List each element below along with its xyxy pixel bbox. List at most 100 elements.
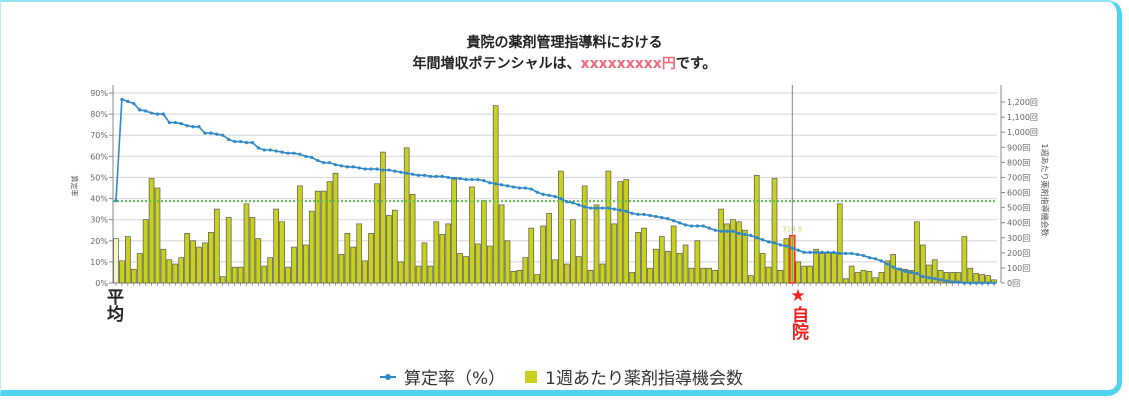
left-tick-label: 60% xyxy=(90,152,108,161)
rate-point xyxy=(933,277,937,281)
bar xyxy=(332,172,339,284)
bar xyxy=(391,209,398,284)
left-tick-label: 10% xyxy=(90,258,108,267)
title-prefix: 年間増収ポテンシャルは、 xyxy=(412,56,581,72)
right-tick-label: 100回 xyxy=(1007,264,1030,273)
legend-line-icon xyxy=(380,373,396,380)
bar xyxy=(860,269,867,284)
bar xyxy=(528,227,535,284)
title-line-1: 貴院の薬剤管理指導料における xyxy=(466,35,663,51)
bar xyxy=(356,223,363,284)
left-tick-label: 40% xyxy=(90,195,108,204)
rate-point xyxy=(197,125,201,129)
rate-point xyxy=(992,281,996,285)
bar xyxy=(575,256,582,284)
rate-point xyxy=(215,132,219,136)
left-tick-label: 50% xyxy=(90,173,108,182)
right-tick-label: 200回 xyxy=(1007,249,1030,258)
rate-point xyxy=(844,251,848,256)
rate-point xyxy=(476,177,480,182)
rate-point xyxy=(612,207,616,211)
bar xyxy=(771,178,778,284)
rate-point xyxy=(173,120,177,125)
rate-point xyxy=(820,250,824,254)
bar xyxy=(564,263,570,284)
bar xyxy=(362,260,368,284)
rate-point xyxy=(766,240,771,244)
bar xyxy=(925,264,932,284)
rate-point xyxy=(778,243,783,247)
rate-point xyxy=(440,174,444,178)
bar xyxy=(569,219,576,284)
rate-point xyxy=(464,177,468,182)
rate-point xyxy=(529,187,533,191)
bar xyxy=(587,269,594,284)
rate-point xyxy=(221,133,225,137)
bar xyxy=(130,268,137,284)
rate-point xyxy=(755,236,759,240)
average-marker: 平均 xyxy=(103,288,123,322)
rate-point xyxy=(701,224,705,228)
rate-point xyxy=(452,176,456,181)
rate-point xyxy=(873,257,877,261)
rate-point xyxy=(256,146,260,150)
bar xyxy=(742,229,748,284)
bar xyxy=(433,221,440,284)
rate-point xyxy=(962,281,966,285)
rate-point xyxy=(897,267,901,271)
rate-point xyxy=(238,139,243,144)
bar xyxy=(397,261,404,284)
rate-point xyxy=(814,250,818,254)
bar xyxy=(961,236,968,284)
bar xyxy=(457,253,463,284)
bar xyxy=(795,261,802,284)
rate-point xyxy=(867,256,872,260)
rate-point xyxy=(832,250,836,254)
bar xyxy=(261,265,268,284)
bar xyxy=(409,193,416,284)
rate-point xyxy=(304,154,308,158)
bar xyxy=(214,208,220,284)
bar xyxy=(825,252,831,284)
bar xyxy=(486,245,493,284)
rate-point xyxy=(737,231,741,235)
bar xyxy=(605,170,612,284)
rate-point xyxy=(387,168,391,172)
bar xyxy=(801,265,807,284)
bar xyxy=(368,233,374,284)
bar xyxy=(747,275,754,284)
bar xyxy=(831,252,837,284)
rate-point xyxy=(861,253,866,258)
left-tick-label: 30% xyxy=(90,216,108,225)
bar xyxy=(540,225,546,284)
bar xyxy=(208,231,214,284)
rate-point xyxy=(369,167,373,171)
rate-point xyxy=(743,232,747,237)
left-tick-label: 90% xyxy=(90,89,108,98)
bar xyxy=(878,272,885,284)
bar xyxy=(445,223,452,284)
bar xyxy=(374,183,380,284)
potential-amount: xxxxxxxxx円 xyxy=(580,56,676,72)
bar xyxy=(172,263,179,284)
bar xyxy=(421,242,428,284)
rate-point xyxy=(672,219,676,223)
rate-point xyxy=(838,251,842,256)
bar xyxy=(350,246,357,284)
rate-point xyxy=(339,164,344,168)
card-frame xyxy=(0,0,1122,396)
bar xyxy=(730,219,736,284)
bar xyxy=(510,271,517,284)
right-tick-label: 1,200回 xyxy=(1007,98,1038,107)
left-axis-title: 算定率 xyxy=(70,176,79,197)
bar xyxy=(255,238,262,284)
rate-point xyxy=(956,280,961,284)
rate-point xyxy=(434,174,438,178)
bar xyxy=(320,190,327,284)
bar xyxy=(872,277,879,284)
bar xyxy=(676,253,683,284)
bar xyxy=(142,219,149,284)
left-tick-label: 80% xyxy=(90,110,108,119)
rate-point xyxy=(322,161,326,165)
